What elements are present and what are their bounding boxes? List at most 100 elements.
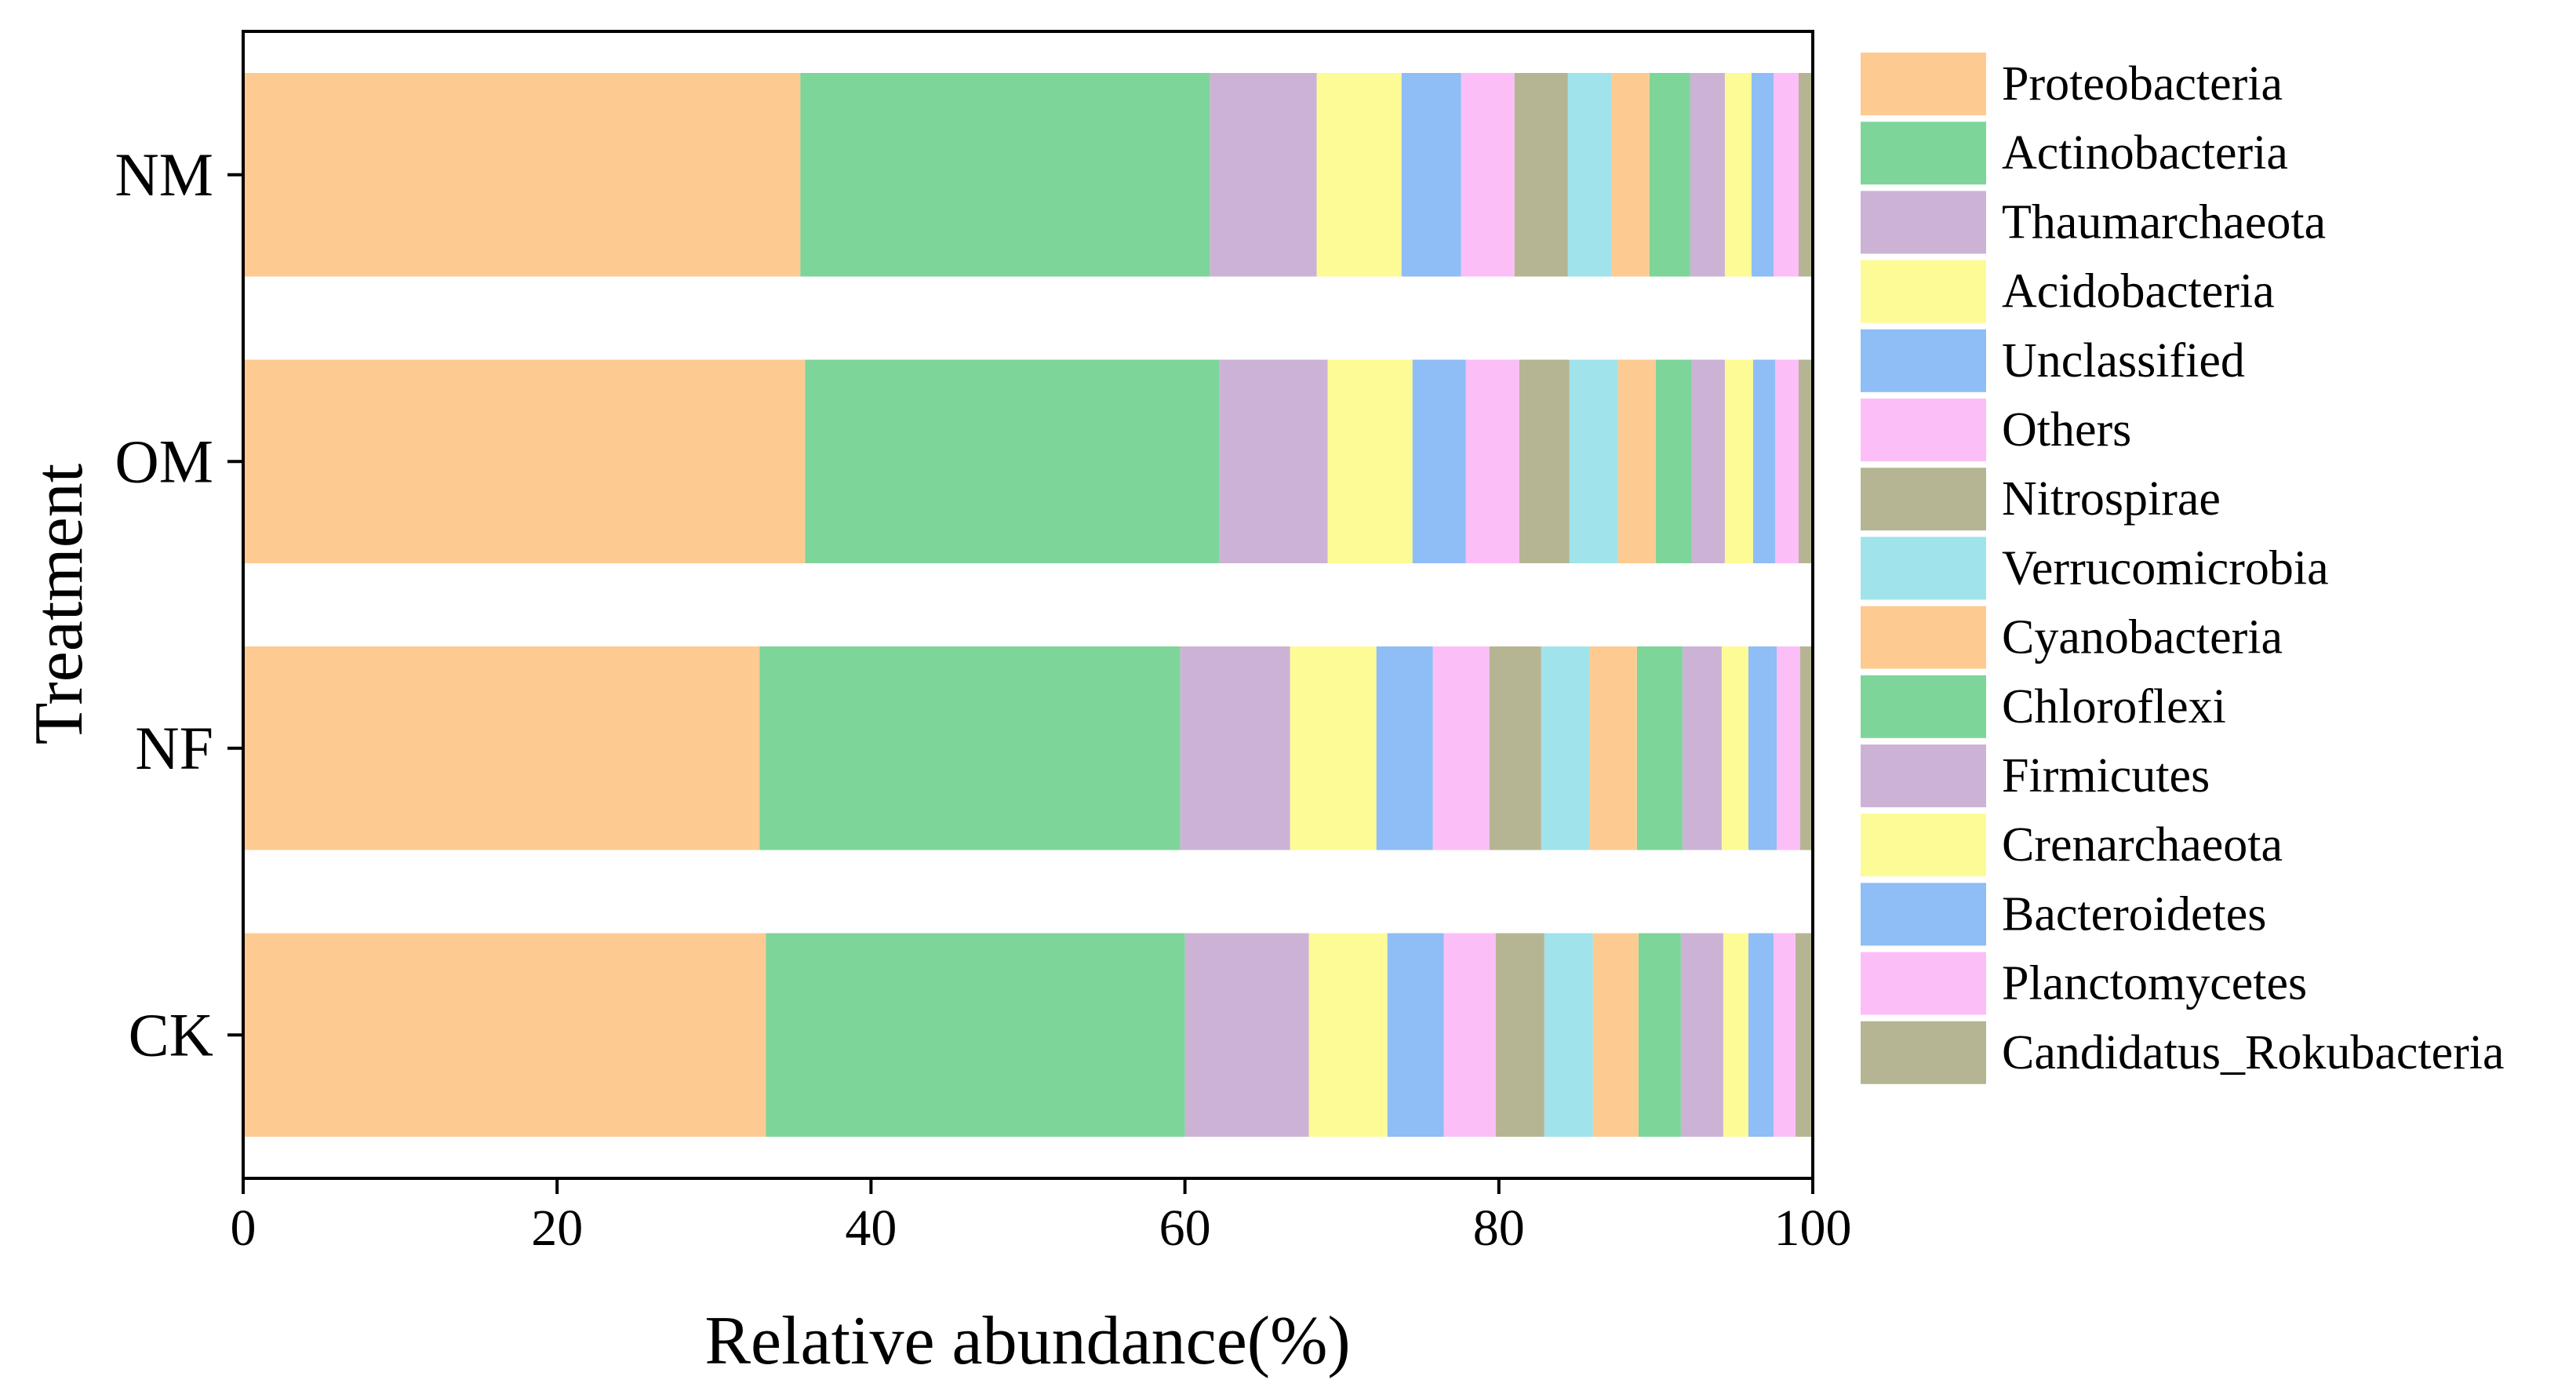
y-axis-title: Treatment xyxy=(21,464,97,745)
legend-label: Crenarchaeota xyxy=(2002,818,2283,872)
bar-OM-Proteobacteria xyxy=(243,359,806,564)
x-tick-label: 100 xyxy=(1774,1200,1852,1257)
legend-swatch xyxy=(1861,329,1986,392)
bar-CK-Crenarchaeota xyxy=(1723,933,1748,1138)
legend-label: Nitrospirae xyxy=(2002,472,2221,526)
bar-CK-Bacteroidetes xyxy=(1748,933,1774,1138)
bar-OM-Planctomycetes xyxy=(1774,359,1799,564)
legend-swatch xyxy=(1861,1021,1986,1084)
bar-NF-Nitrospirae xyxy=(1489,646,1541,850)
bar-OM-Nitrospirae xyxy=(1519,359,1570,564)
bar-NM-Unclassified xyxy=(1401,72,1461,277)
bar-NF-Cyanobacteria xyxy=(1589,646,1637,850)
y-tick-label: NF xyxy=(135,714,213,782)
y-tick-label: OM xyxy=(115,427,213,495)
legend-label: Firmicutes xyxy=(2002,749,2210,803)
bar-CK-Nitrospirae xyxy=(1495,933,1545,1138)
bar-CK-Verrucomicrobia xyxy=(1544,933,1593,1138)
legend-swatch xyxy=(1861,606,1986,669)
bar-OM-Chloroflexi xyxy=(1655,359,1692,564)
legend: Proteobacteria Actinobacteria Thaumarchaeo… xyxy=(1861,53,2505,1084)
legend-label: Candidatus_Rokubacteria xyxy=(2002,1026,2505,1079)
legend-label: Cyanobacteria xyxy=(2002,611,2283,664)
legend-label: Unclassified xyxy=(2002,334,2245,388)
legend-label: Proteobacteria xyxy=(2002,57,2283,111)
bar-NF-Thaumarchaeota xyxy=(1180,646,1290,850)
bar-OM-Others xyxy=(1465,359,1519,564)
bar-NM-Acidobacteria xyxy=(1316,72,1402,277)
legend-swatch xyxy=(1861,537,1986,600)
legend-label: Actinobacteria xyxy=(2002,126,2288,180)
bar-NM-Verrucomicrobia xyxy=(1567,72,1612,277)
x-tick-label: 0 xyxy=(231,1200,257,1257)
bar-OM-Crenarchaeota xyxy=(1724,359,1753,564)
y-tick-label: NM xyxy=(115,140,213,209)
bar-NF-Proteobacteria xyxy=(243,646,760,850)
bar-CK-Chloroflexi xyxy=(1638,933,1681,1138)
bar-layer xyxy=(243,72,1813,1138)
bar-NM-Candidatus_Rokubacteria xyxy=(1798,72,1813,277)
bar-OM-Unclassified xyxy=(1412,359,1466,564)
bar-NM-Others xyxy=(1461,72,1515,277)
bar-CK-Unclassified xyxy=(1387,933,1444,1138)
bar-NF-Chloroflexi xyxy=(1636,646,1683,850)
bar-CK-Acidobacteria xyxy=(1308,933,1388,1138)
legend-label: Chloroflexi xyxy=(2002,680,2226,734)
bar-CK-Thaumarchaeota xyxy=(1184,933,1309,1138)
bar-NM-Bacteroidetes xyxy=(1751,72,1774,277)
legend-swatch xyxy=(1861,468,1986,531)
bar-NM-Cyanobacteria xyxy=(1611,72,1650,277)
y-tick-label: CK xyxy=(129,1000,213,1069)
legend-swatch xyxy=(1861,883,1986,946)
bar-OM-Verrucomicrobia xyxy=(1569,359,1618,564)
bar-CK-Proteobacteria xyxy=(243,933,766,1138)
legend-swatch xyxy=(1861,260,1986,323)
legend-swatch xyxy=(1861,53,1986,115)
bar-OM-Candidatus_Rokubacteria xyxy=(1798,359,1813,564)
bar-CK-Firmicutes xyxy=(1680,933,1723,1138)
bar-NM-Proteobacteria xyxy=(243,72,801,277)
bar-NF-Candidatus_Rokubacteria xyxy=(1799,646,1813,850)
legend-label: Verrucomicrobia xyxy=(2002,541,2329,595)
x-tick-label: 80 xyxy=(1473,1200,1525,1257)
legend-label: Thaumarchaeota xyxy=(2002,195,2326,249)
bar-NF-Acidobacteria xyxy=(1290,646,1377,850)
bar-NM-Nitrospirae xyxy=(1514,72,1568,277)
legend-swatch xyxy=(1861,814,1986,877)
legend-label: Others xyxy=(2002,403,2131,457)
bar-CK-Candidatus_Rokubacteria xyxy=(1795,933,1813,1138)
bar-OM-Acidobacteria xyxy=(1327,359,1413,564)
plot-frame xyxy=(242,30,1814,1180)
x-tick-label: 20 xyxy=(531,1200,583,1257)
bar-CK-Others xyxy=(1443,933,1496,1138)
legend-swatch xyxy=(1861,191,1986,254)
legend-label: Bacteroidetes xyxy=(2002,887,2266,941)
legend-swatch xyxy=(1861,399,1986,461)
legend-label: Acidobacteria xyxy=(2002,265,2275,319)
bar-NF-Planctomycetes xyxy=(1776,646,1800,850)
bar-NF-Others xyxy=(1432,646,1490,850)
bar-OM-Cyanobacteria xyxy=(1617,359,1656,564)
x-tick-label: 60 xyxy=(1159,1200,1211,1257)
legend-swatch xyxy=(1861,952,1986,1015)
bar-OM-Bacteroidetes xyxy=(1752,359,1775,564)
x-tick-label: 40 xyxy=(845,1200,897,1257)
bar-OM-Firmicutes xyxy=(1691,359,1725,564)
bar-NM-Firmicutes xyxy=(1690,72,1725,277)
bar-NM-Thaumarchaeota xyxy=(1210,72,1317,277)
bar-NF-Verrucomicrobia xyxy=(1541,646,1590,850)
bar-NM-Planctomycetes xyxy=(1773,72,1799,277)
bar-CK-Planctomycetes xyxy=(1773,933,1796,1138)
bar-NM-Chloroflexi xyxy=(1649,72,1690,277)
bar-NM-Crenarchaeota xyxy=(1724,72,1752,277)
bar-OM-Thaumarchaeota xyxy=(1219,359,1328,564)
bar-NF-Bacteroidetes xyxy=(1748,646,1777,850)
legend-swatch xyxy=(1861,675,1986,738)
bar-NM-Actinobacteria xyxy=(800,72,1210,277)
legend-swatch xyxy=(1861,122,1986,185)
bar-CK-Cyanobacteria xyxy=(1592,933,1639,1138)
axis-ticks: 0 20 40 60 80 100 NM OM NF CK xyxy=(115,140,1851,1257)
legend-label: Planctomycetes xyxy=(2002,957,2307,1010)
bar-CK-Actinobacteria xyxy=(766,933,1185,1138)
